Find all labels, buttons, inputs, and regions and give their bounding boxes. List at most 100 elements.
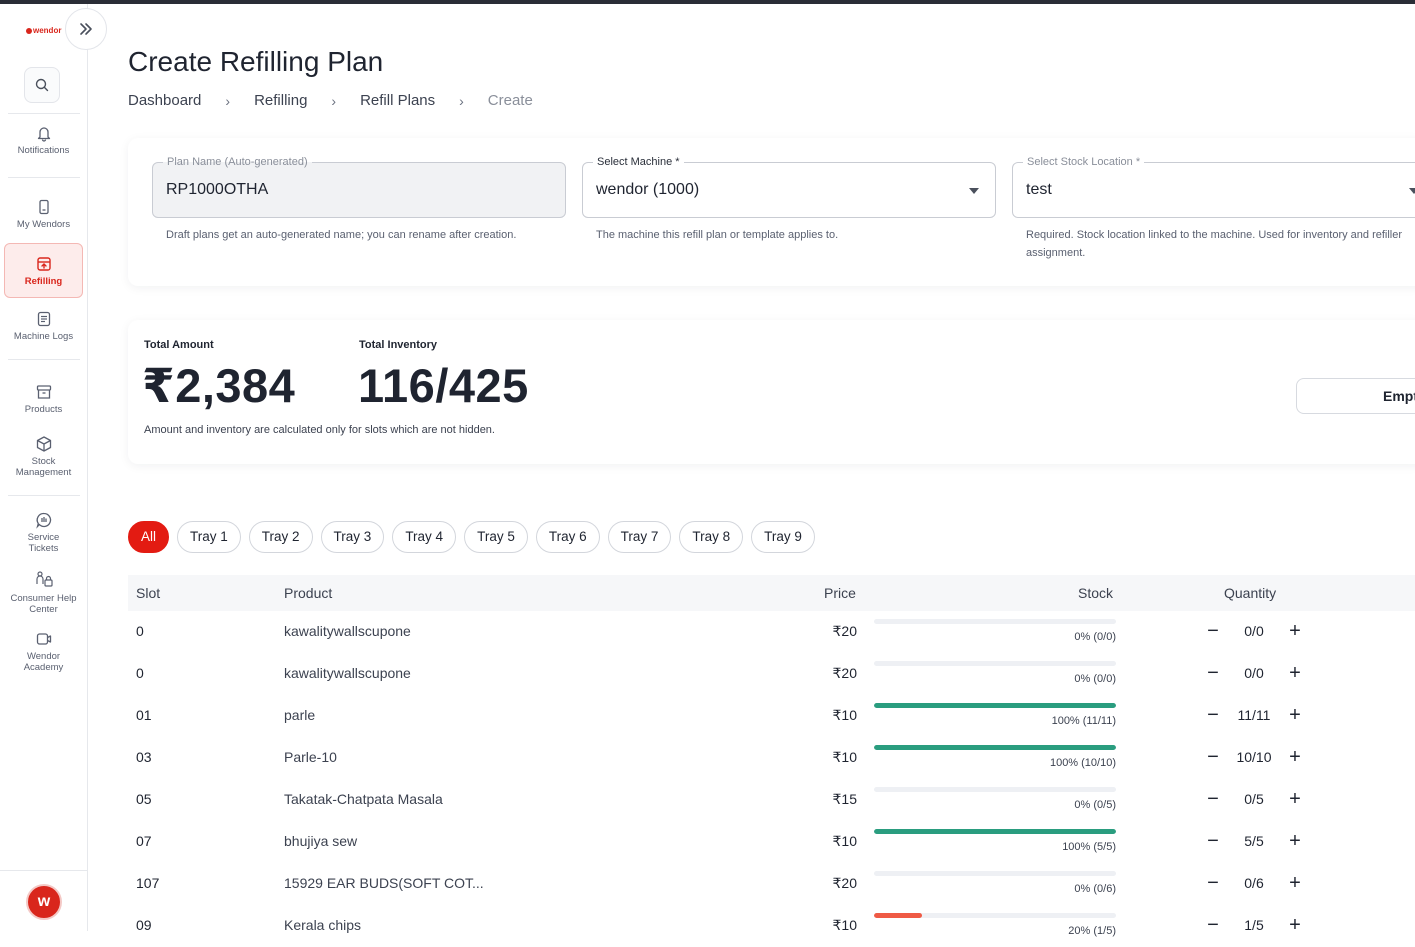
stock-location-value: test [1026,181,1052,198]
machine-select[interactable]: Select Machine * wendor (1000) [582,156,996,218]
plan-details-card: Plan Name (Auto-generated) RP1000OTHA Dr… [128,138,1415,286]
sidebar-item-refilling[interactable]: Refilling [4,243,83,298]
tab-tray-5[interactable]: Tray 5 [464,521,528,553]
table-row: 03 Parle-10 ₹10 100% (10/10) − 10/10 + [128,737,1415,779]
caret-down-icon [1409,188,1415,194]
plan-name-helper: Draft plans get an auto-generated name; … [166,229,517,241]
slot-cell: 0 [136,623,144,639]
slot-cell: 09 [136,917,152,933]
plus-icon[interactable]: + [1289,704,1301,726]
breadcrumb-create: Create [487,92,533,109]
tab-all[interactable]: All [128,521,170,553]
plus-icon[interactable]: + [1289,662,1301,684]
table-header: Slot Product Price Stock Quantity [128,575,1415,611]
page-title: Create Refilling Plan [128,46,384,77]
minus-icon[interactable]: − [1207,788,1219,810]
quantity-value: 0/6 [1244,875,1264,891]
sidebar-item-products[interactable]: Products [4,383,83,419]
empty-button[interactable]: Empt [1296,378,1415,414]
table-row: 01 parle ₹10 100% (11/11) − 11/11 + [128,695,1415,737]
breadcrumb-refilling[interactable]: Refilling [254,92,308,109]
column-price: Price [824,585,856,601]
tab-tray-9[interactable]: Tray 9 [751,521,815,553]
slot-cell: 07 [136,833,152,849]
plus-icon[interactable]: + [1289,746,1301,768]
sidebar-item-notifications[interactable]: Notifications [4,124,83,164]
minus-icon[interactable]: − [1207,620,1219,642]
stock-location-helper: Required. Stock location linked to the m… [1026,229,1403,259]
sidebar-item-label: Notifications [17,145,70,156]
quantity-stepper: − 0/0 + [1204,619,1304,643]
table-row: 07 bhujiya sew ₹10 100% (5/5) − 5/5 + [128,821,1415,863]
stock-progress-bar [874,619,1116,624]
minus-icon[interactable]: − [1207,914,1219,936]
quantity-stepper: − 0/0 + [1204,661,1304,685]
stock-progress-fill [874,703,1116,708]
avatar-letter: w [37,893,51,910]
stock-progress-bar [874,661,1116,666]
plus-icon[interactable]: + [1289,620,1301,642]
plan-name-value: RP1000OTHA [166,181,269,198]
breadcrumb-refill-plans[interactable]: Refill Plans [360,92,436,109]
quantity-value: 0/0 [1244,623,1264,639]
log-icon [37,311,50,327]
plus-icon[interactable]: + [1289,830,1301,852]
sidebar-item-label: Products [24,404,63,415]
minus-icon[interactable]: − [1207,872,1219,894]
plan-name-label: Plan Name (Auto-generated) [163,156,312,168]
sidebar: wendor Notifications My Wendors Refillin… [0,4,88,931]
sidebar-item-wendor-academy[interactable]: Wendor Academy [4,630,83,676]
column-quantity: Quantity [1224,585,1277,601]
machine-value: wendor (1000) [596,181,700,198]
quantity-value: 1/5 [1244,917,1264,933]
search-button[interactable] [24,67,60,103]
tab-tray-7[interactable]: Tray 7 [607,521,672,553]
minus-icon[interactable]: − [1207,662,1219,684]
plus-icon[interactable]: + [1289,914,1301,936]
stock-cell: 0% (0/6) [1074,883,1116,895]
product-cell: bhujiya sew [284,833,358,849]
logo-text: wendor [33,26,62,35]
tray-tabs: All Tray 1 Tray 2 Tray 3 Tray 4 Tray 5 T… [128,521,815,553]
breadcrumb-dashboard[interactable]: Dashboard [128,92,202,109]
sidebar-item-consumer-help-center[interactable]: Consumer Help Center [4,570,83,616]
quantity-stepper: − 11/11 + [1204,703,1304,727]
stock-progress-bar [874,829,1116,834]
column-slot: Slot [136,585,161,601]
sidebar-item-stock-management[interactable]: Stock Management [4,435,83,481]
wendor-logo[interactable]: wendor [26,26,61,35]
tab-tray-4[interactable]: Tray 4 [392,521,457,553]
expand-sidebar-button[interactable] [65,8,107,50]
device-icon [38,199,49,215]
stock-location-select[interactable]: Select Stock Location * test [1012,156,1415,218]
table-row: 107 15929 EAR BUDS(SOFT COT... ₹20 0% (0/6)… [128,863,1415,905]
minus-icon[interactable]: − [1207,704,1219,726]
sidebar-divider [8,359,80,360]
stock-progress-bar [874,871,1116,876]
quantity-value: 0/0 [1244,665,1264,681]
minus-icon[interactable]: − [1207,746,1219,768]
stock-progress-bar [874,787,1116,792]
minus-icon[interactable]: − [1207,830,1219,852]
tab-tray-8[interactable]: Tray 8 [679,521,744,553]
stock-progress-fill [874,745,1116,750]
quantity-stepper: − 0/5 + [1204,787,1304,811]
help-icon [35,571,53,587]
sidebar-item-my-wendors[interactable]: My Wendors [4,198,83,234]
plus-icon[interactable]: + [1289,872,1301,894]
tab-tray-6[interactable]: Tray 6 [535,521,600,553]
sidebar-item-machine-logs[interactable]: Machine Logs [4,310,83,346]
avatar[interactable]: w [26,884,62,920]
tab-tray-3[interactable]: Tray 3 [320,521,385,553]
stock-cell: 100% (5/5) [1062,841,1116,853]
product-cell: Kerala chips [284,917,362,933]
plus-icon[interactable]: + [1289,788,1301,810]
stock-cell: 20% (1/5) [1068,925,1116,937]
slot-cell: 107 [136,875,160,891]
tab-tray-1[interactable]: Tray 1 [177,521,241,553]
summary-note: Amount and inventory are calculated only… [144,424,495,436]
tab-tray-2[interactable]: Tray 2 [248,521,313,553]
slot-cell: 01 [136,707,152,723]
stock-progress-fill [874,913,923,918]
sidebar-item-service-tickets[interactable]: Service Tickets [4,511,83,557]
